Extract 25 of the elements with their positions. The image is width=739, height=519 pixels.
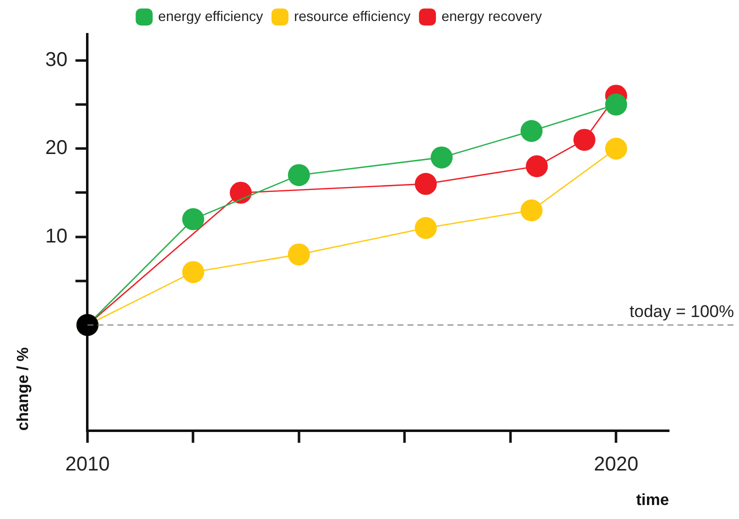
point <box>605 94 628 116</box>
x-tick-label: 2010 <box>65 453 110 476</box>
point <box>605 138 628 160</box>
point <box>430 146 453 168</box>
point <box>230 182 252 204</box>
legend-label: resource efficiency <box>294 8 410 24</box>
legend-label: energy recovery <box>441 8 542 24</box>
y-axis-title: change / % <box>15 347 32 431</box>
y-tick-label: 30 <box>45 48 68 71</box>
point <box>414 216 437 239</box>
y-tick-label: 10 <box>45 225 68 248</box>
point <box>573 128 596 151</box>
x-tick-label: 2020 <box>594 453 638 476</box>
legend-label: energy efficiency <box>158 8 263 24</box>
point <box>288 243 310 266</box>
y-tick-label: 20 <box>45 137 68 160</box>
point <box>288 164 310 186</box>
point <box>182 261 204 284</box>
point <box>520 199 543 222</box>
point <box>414 172 437 195</box>
x-axis-title: time <box>636 492 670 509</box>
point <box>526 155 548 178</box>
point <box>520 120 543 142</box>
annotation: today = 100% <box>630 302 734 322</box>
point <box>182 208 204 230</box>
